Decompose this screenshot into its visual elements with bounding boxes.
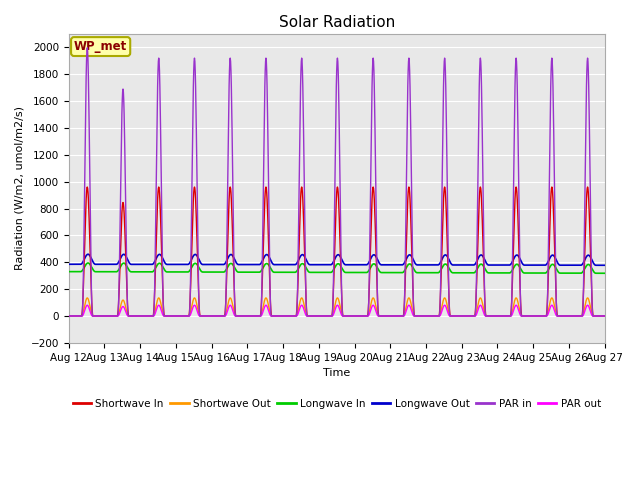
Title: Solar Radiation: Solar Radiation bbox=[278, 15, 395, 30]
Y-axis label: Radiation (W/m2, umol/m2/s): Radiation (W/m2, umol/m2/s) bbox=[15, 107, 25, 270]
Legend: Shortwave In, Shortwave Out, Longwave In, Longwave Out, PAR in, PAR out: Shortwave In, Shortwave Out, Longwave In… bbox=[68, 395, 605, 413]
X-axis label: Time: Time bbox=[323, 368, 350, 378]
Text: WP_met: WP_met bbox=[74, 40, 127, 53]
